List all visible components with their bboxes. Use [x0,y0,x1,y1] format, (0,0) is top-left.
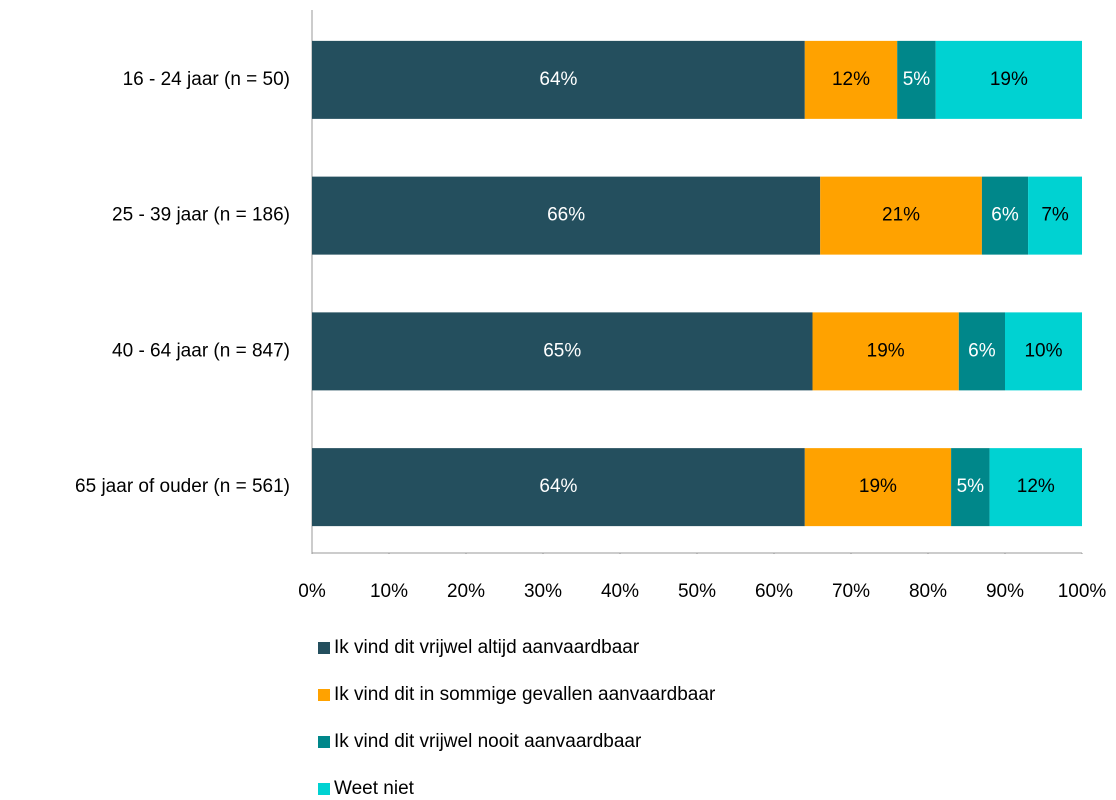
bar-segment [981,176,1029,255]
legend-label: Ik vind dit vrijwel altijd aanvaardbaar [334,637,640,658]
y-tick-label: 25 - 39 jaar (n = 186) [112,205,290,226]
bar-segment [820,176,982,255]
bar-segment [312,312,813,391]
data-label: 5% [903,69,931,90]
x-tick-label: 10% [370,581,408,602]
bar-segment [312,448,805,527]
y-tick-label: 65 jaar of ouder (n = 561) [75,476,290,497]
legend-swatch [318,642,330,654]
bar-segment [935,40,1082,119]
x-tick-label: 80% [909,581,947,602]
bar-segment [951,448,990,527]
y-tick-label: 40 - 64 jaar (n = 847) [112,340,290,361]
x-tick-label: 20% [447,581,485,602]
bar-segment [1005,312,1082,391]
bar-segment [312,40,805,119]
bar-segment [897,40,936,119]
legend-swatch [318,783,330,795]
data-label: 12% [832,69,870,90]
legend-swatch [318,689,330,701]
x-tick-label: 100% [1058,581,1107,602]
x-tick-label: 40% [601,581,639,602]
data-label: 6% [991,205,1019,226]
legend-label: Weet niet [334,778,415,799]
data-label: 19% [867,340,905,361]
data-label: 19% [859,476,897,497]
data-label: 19% [990,69,1028,90]
bar-segment [312,176,821,255]
bar-segment [989,448,1082,527]
x-tick-label: 30% [524,581,562,602]
x-tick-label: 90% [986,581,1024,602]
bar-segment [958,312,1005,391]
data-label: 66% [547,205,585,226]
x-tick-label: 60% [755,581,793,602]
data-label: 64% [539,476,577,497]
x-tick-label: 0% [298,581,326,602]
data-label: 21% [882,205,920,226]
x-tick-label: 50% [678,581,716,602]
bar-segment [812,312,959,391]
data-label: 5% [957,476,985,497]
data-label: 6% [968,340,996,361]
y-tick-label: 16 - 24 jaar (n = 50) [123,69,290,90]
legend-label: Ik vind dit in sommige gevallen aanvaard… [334,684,716,705]
data-label: 7% [1041,205,1069,226]
bar-segment [804,40,898,119]
data-label: 12% [1017,476,1055,497]
legend-swatch [318,736,330,748]
data-label: 10% [1024,340,1062,361]
data-label: 65% [543,340,581,361]
x-tick-label: 70% [832,581,870,602]
bar-segment [1028,176,1082,255]
legend-label: Ik vind dit vrijwel nooit aanvaardbaar [334,731,642,752]
data-label: 64% [539,69,577,90]
bar-segment [804,448,952,527]
